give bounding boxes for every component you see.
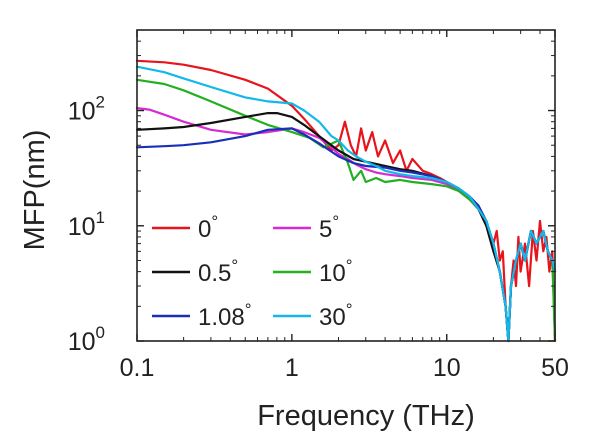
tick-layer: 0.1 1 10 50 100 101 102	[68, 29, 569, 382]
x-axis-title: Frequency (THz)	[257, 400, 475, 432]
plot-frame	[136, 29, 556, 342]
y-tick-label: 101	[68, 208, 105, 241]
series-line-0-deg	[135, 59, 557, 343]
x-tick-label: 1	[285, 354, 299, 382]
x-tick-label: 10	[433, 354, 461, 382]
legend-label: 5°	[319, 212, 339, 243]
legend-entry-10-deg: 10°	[273, 256, 353, 287]
y-axis-title: MFP(nm)	[19, 130, 51, 251]
legend-label: 30°	[319, 300, 353, 331]
legend-entry-0-deg: 0°	[152, 212, 218, 243]
series-line-30-deg	[135, 65, 557, 343]
legend-entry-5-deg: 5°	[273, 212, 339, 243]
x-tick-label: 0.1	[120, 354, 155, 382]
x-tick-label: 50	[541, 354, 569, 382]
y-tick-label: 100	[68, 323, 105, 356]
legend-entry-0-5-deg: 0.5°	[152, 256, 238, 287]
legend-entry-1-08-deg: 1.08°	[152, 300, 252, 331]
legend-label: 10°	[319, 256, 353, 287]
y-tick-label: 102	[68, 93, 105, 126]
legend-label: 1.08°	[198, 300, 252, 331]
series-layer	[135, 59, 557, 343]
legend: 0° 5° 0.5° 10° 1.08° 30°	[152, 212, 353, 331]
legend-label: 0.5°	[198, 256, 238, 287]
legend-label: 0°	[198, 212, 218, 243]
legend-entry-30-deg: 30°	[273, 300, 353, 331]
